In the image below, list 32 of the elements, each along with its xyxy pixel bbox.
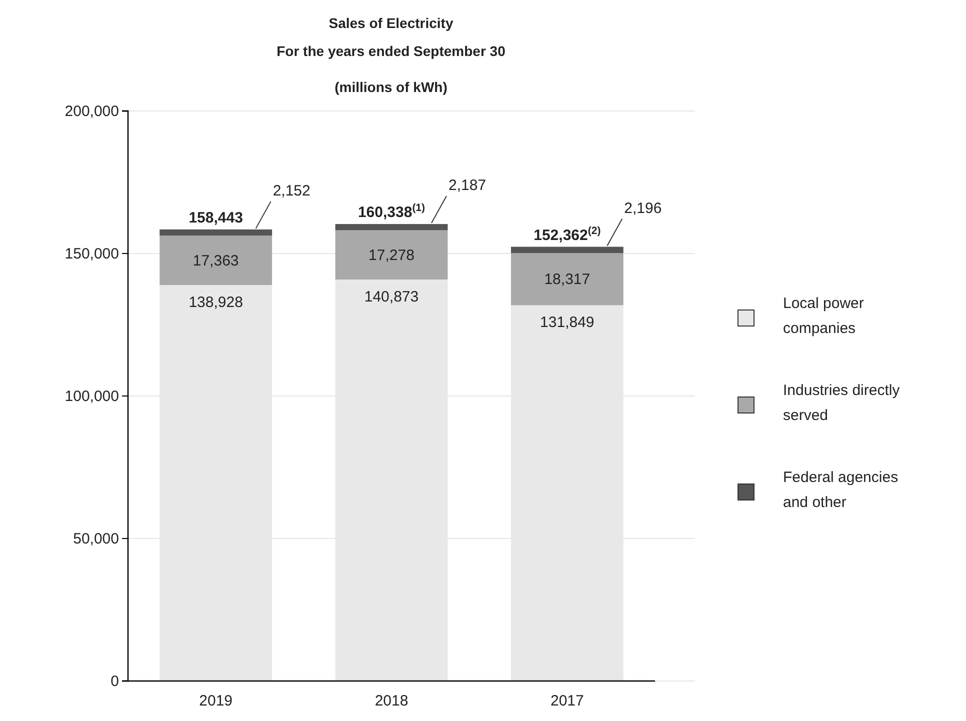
data-label: 2,152 <box>272 182 310 200</box>
total-label: 158,443 <box>188 209 243 226</box>
y-tick-label: 50,000 <box>73 530 119 548</box>
legend-label: Federal agencies and other <box>783 469 898 511</box>
total-label: 160,338$^{(1)}$ <box>358 202 426 222</box>
bar <box>335 230 448 280</box>
data-label: 18,317 <box>544 271 590 288</box>
bar <box>510 246 624 254</box>
bar <box>160 236 272 286</box>
data-label: 17,278 <box>368 246 414 264</box>
x-tick-label: 2017 <box>550 692 584 710</box>
x-tick-label: 2018 <box>374 692 408 710</box>
data-label: 17,363 <box>192 252 239 270</box>
data-label: 140,873 <box>364 288 419 306</box>
bar <box>160 229 272 236</box>
data-label: 2,196 <box>624 200 662 217</box>
bar <box>510 253 624 306</box>
y-tick-label: 150,000 <box>64 245 119 262</box>
data-label: 138,928 <box>188 294 243 312</box>
y-tick-label: 200,000 <box>64 102 119 120</box>
chart-subtitle: For the years ended September 30 <box>276 43 506 59</box>
bar <box>335 224 448 230</box>
legend-label: Local power companies <box>783 295 864 337</box>
text: (millions of kWh) <box>334 79 448 95</box>
data-label: 2,187 <box>448 177 486 194</box>
legend-label: Industries directly served <box>783 382 900 424</box>
y-tick-label: 0 <box>110 672 119 690</box>
total-label: 152,362$^{(2)}$ <box>534 224 601 244</box>
data-label: 131,849 <box>540 314 594 332</box>
chart-title: Sales of Electricity <box>328 15 454 31</box>
x-tick-label: 2019 <box>199 692 233 710</box>
y-tick-label: 100,000 <box>64 388 119 405</box>
